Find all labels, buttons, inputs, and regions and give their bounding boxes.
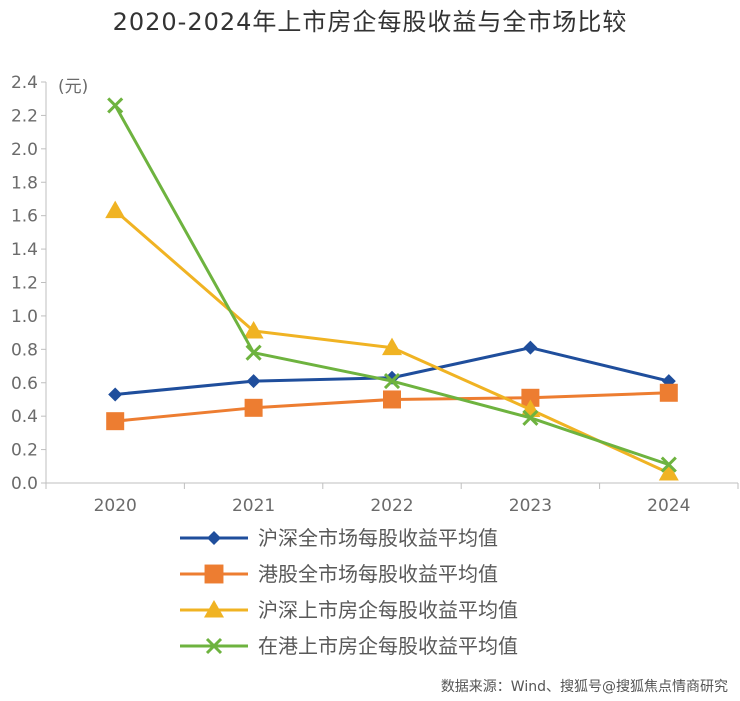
y-tick-label: 2.0 [11,140,38,160]
source-note: 数据来源：Wind、搜狐号@搜狐焦点情商研究 [440,679,728,695]
legend-marker [205,637,223,655]
series-2 [106,383,678,431]
data-point-stroke [107,97,124,114]
series-line [113,104,670,467]
data-point [243,320,264,339]
data-point [523,340,538,355]
data-point-stroke [245,344,262,361]
data-point [659,383,678,402]
x-tick-label: 2020 [94,496,137,516]
y-tick-label: 1.2 [11,274,38,294]
data-point [658,462,679,481]
data-point [106,412,125,431]
data-point-stroke [522,409,539,426]
legend-label: 沪深上市房企每股收益平均值 [258,598,518,622]
legend-marker [207,531,221,545]
legend-item: 港股全市场每股收益平均值 [180,562,498,586]
y-tick-label: 1.6 [11,207,38,227]
data-point [108,387,123,402]
y-tick-label: 0.2 [11,441,38,461]
y-tick-label: 2.2 [11,106,38,126]
x-tick-label: 2024 [647,496,690,516]
y-tick-label: 0.0 [11,474,38,494]
y-tick-label: 1.4 [11,240,38,260]
legend-item: 沪深全市场每股收益平均值 [180,526,498,550]
data-point [382,337,402,356]
axes: 0.0 0.2 0.4 0.6 0.8 1.0 1.2 1.4 1.6 1.8 2.0 2.2 2.4 (… [11,73,739,516]
y-tick-label: 0.4 [11,407,38,427]
y-tick-label: 1.0 [11,307,38,327]
data-point [660,456,677,473]
x-tick-label: 2022 [370,496,413,516]
data-point [246,374,261,389]
chart-title: 2020-2024年上市房企每股收益与全市场比较 [112,8,628,36]
data-point [245,344,262,361]
y-tick-label: 2.4 [11,73,38,93]
series-4 [107,97,677,473]
data-point [521,388,540,407]
data-point [522,409,539,426]
legend-label: 沪深全市场每股收益平均值 [258,526,498,550]
legend-marker [204,564,224,584]
x-tick-label: 2021 [232,496,275,516]
legend-marker [204,600,224,618]
data-point [383,373,401,390]
legend-label: 港股全市场每股收益平均值 [258,562,498,586]
data-point [107,97,124,114]
legend: 沪深全市场每股收益平均值港股全市场每股收益平均值沪深上市房企每股收益平均值在港上… [180,526,518,658]
y-tick-label: 0.6 [11,374,38,394]
legend-item: 在港上市房企每股收益平均值 [180,634,518,658]
data-point [105,200,126,219]
data-point [244,398,263,417]
y-unit-label: (元) [58,77,88,97]
data-point [383,390,401,409]
legend-item: 沪深上市房企每股收益平均值 [180,598,518,622]
data-point-stroke [383,373,401,390]
y-tick-label: 1.8 [11,173,38,193]
data-point-stroke [660,456,677,473]
y-tick-label: 0.8 [11,340,38,360]
legend-label: 在港上市房企每股收益平均值 [258,634,518,658]
legend-marker-stroke [205,637,223,655]
series-layer [105,97,679,481]
x-tick-label: 2023 [509,496,552,516]
